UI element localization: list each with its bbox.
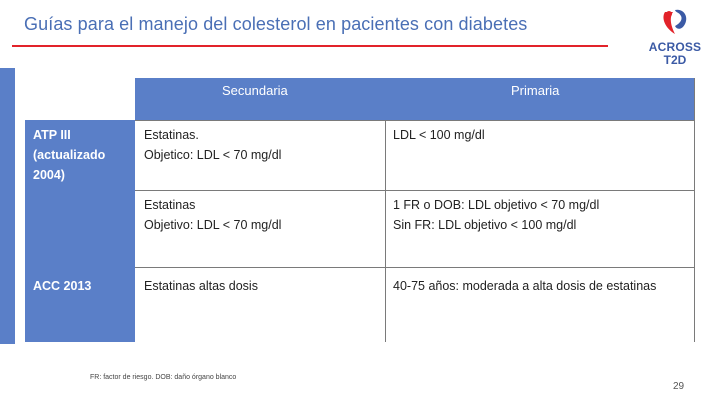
table-column-rule [694,78,695,342]
title-underline [12,45,608,47]
row-label-atp-iii: ATP III (actualizado 2004) [33,128,106,182]
footnote: FR: factor de riesgo. DOB: daño órgano b… [90,374,237,381]
header-secondary: Secundaria [222,83,288,98]
slide-title: Guías para el manejo del colesterol en p… [24,14,528,34]
left-accent-bar [0,68,15,344]
table-cell: 40-75 años: moderada a alta dosis de est… [393,279,657,293]
table-header-row [135,78,694,120]
table-cell: LDL < 100 mg/dl [393,128,485,142]
across-t2d-logo: ACROSS T2D [643,8,707,67]
row-label-acc-2013: ACC 2013 [33,279,92,293]
page-number: 29 [673,381,685,392]
table-rule [135,190,694,191]
logo-text-t2d: T2D [663,53,687,67]
row-label-column [25,120,135,342]
table-cell: Estatinas [144,198,196,212]
table-column-rule [385,120,386,342]
table-cell: Estatinas altas dosis [144,279,258,293]
table-rule [135,267,694,268]
table-cell: Objetico: LDL < 70 mg/dl [144,148,282,162]
table-cell: Sin FR: LDL objetivo < 100 mg/dl [393,218,577,232]
table-cell: Objetivo: LDL < 70 mg/dl [144,218,282,232]
table-cell: 1 FR o DOB: LDL objetivo < 70 mg/dl [393,198,600,212]
header-primary: Primaria [511,83,560,98]
logo-text-across: ACROSS [648,40,702,54]
table-rule [135,120,694,121]
table-cell: Estatinas. [144,128,199,142]
logo-mark-icon [663,9,687,34]
